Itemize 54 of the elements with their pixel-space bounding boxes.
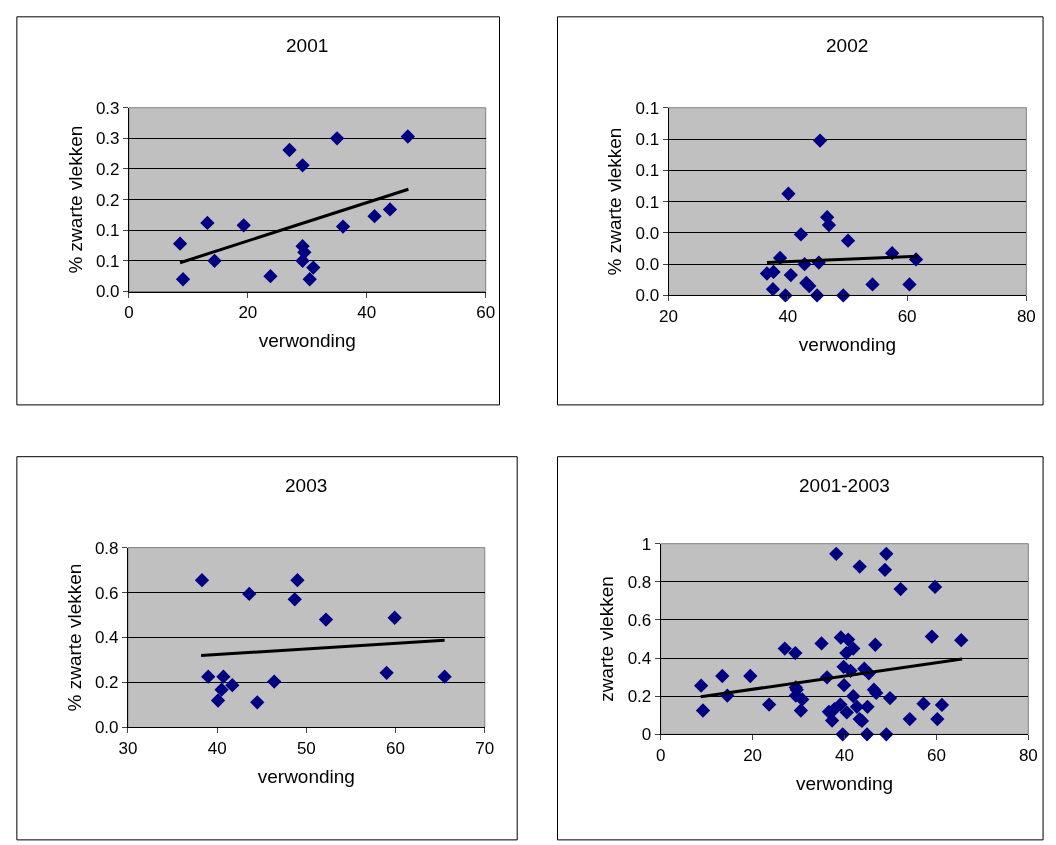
x-tick-label: 60	[897, 306, 917, 326]
x-tick-label: 40	[778, 306, 798, 326]
y-tick-label: 0.2	[627, 687, 652, 707]
y-tick-label: 0.1	[95, 221, 120, 241]
y-tick-label: 0.8	[627, 572, 652, 592]
x-tick-label: 40	[357, 302, 377, 322]
y-tick-label: 0.1	[635, 129, 660, 149]
x-tick-label: 0	[124, 302, 134, 322]
x-tick-label: 40	[207, 738, 227, 758]
x-tick-label: 60	[386, 738, 406, 758]
x-axis-title: verwonding	[798, 333, 897, 355]
x-tick-label: 60	[476, 302, 496, 322]
x-tick-label: 80	[1018, 745, 1038, 765]
y-tick-label: 0.6	[627, 610, 652, 630]
x-axis-title: verwonding	[795, 772, 894, 794]
y-tick-label: 0.0	[635, 286, 660, 306]
x-tick-label: 20	[743, 745, 763, 765]
y-tick-label: 0.4	[94, 628, 119, 648]
y-tick-label: 0.1	[635, 192, 660, 212]
y-tick-label: 1	[641, 534, 652, 554]
y-tick-label: 0.3	[95, 98, 120, 118]
y-tick-label: 0.0	[95, 282, 120, 302]
chart-title: 2002	[826, 35, 869, 56]
y-tick-label: 0.2	[94, 673, 119, 693]
y-tick-label: 0.6	[94, 583, 119, 603]
y-axis-title: % zwarte vlekken	[604, 127, 626, 276]
chart-title: 2001-2003	[799, 475, 890, 496]
x-tick-label: 80	[1016, 306, 1036, 326]
y-tick-label: 0.0	[635, 223, 660, 243]
y-tick-label: 0.8	[94, 538, 119, 558]
x-tick-label: 40	[835, 745, 854, 765]
y-tick-label: 0.2	[95, 159, 120, 179]
chart-title: 2001	[286, 35, 329, 56]
y-tick-label: 0.2	[95, 190, 120, 210]
y-tick-label: 0.0	[635, 255, 660, 275]
y-axis-title: % zwarte vlekken	[63, 563, 85, 712]
x-tick-label: 20	[238, 302, 258, 322]
x-tick-label: 60	[926, 745, 946, 765]
chart-title: 2003	[285, 475, 328, 496]
y-tick-label: 0.1	[635, 98, 660, 118]
y-tick-label: 0.3	[95, 129, 120, 149]
y-tick-label: 0.4	[627, 649, 652, 669]
y-axis-title: % zwarte vlekken	[64, 125, 86, 274]
y-tick-label: 0.1	[95, 251, 120, 271]
y-tick-label: 0.1	[635, 161, 660, 181]
x-tick-label: 30	[118, 738, 138, 758]
x-tick-label: 70	[475, 738, 495, 758]
y-tick-label: 0	[641, 725, 652, 745]
y-tick-label: 0.0	[94, 718, 119, 738]
x-tick-label: 20	[659, 306, 679, 326]
y-axis-title: zwarte vlekken	[596, 576, 618, 702]
x-axis-title: verwonding	[257, 765, 355, 787]
x-axis-title: verwonding	[258, 329, 356, 351]
x-tick-label: 50	[296, 738, 316, 758]
